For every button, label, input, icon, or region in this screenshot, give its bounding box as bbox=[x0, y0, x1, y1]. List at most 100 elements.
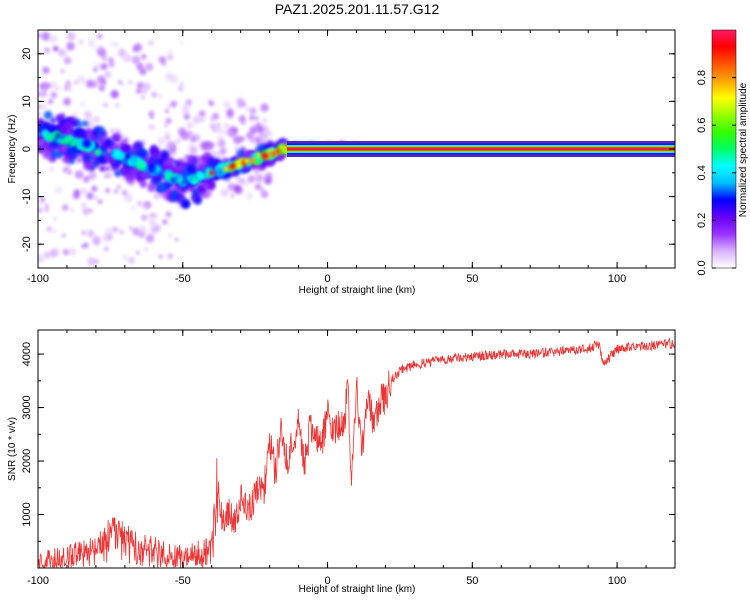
spectral-blob bbox=[100, 134, 107, 142]
spectral-blob bbox=[184, 114, 190, 120]
spectral-blob bbox=[259, 134, 269, 144]
spectral-blob bbox=[196, 157, 204, 165]
spectral-blob bbox=[226, 108, 235, 117]
spectral-blob bbox=[164, 130, 170, 136]
spectral-blob bbox=[165, 211, 172, 218]
spectral-blob bbox=[48, 99, 54, 105]
spectral-blob bbox=[64, 84, 73, 92]
spectral-blob bbox=[50, 91, 58, 99]
spectral-amplitude-cells bbox=[38, 31, 675, 267]
spectral-blob bbox=[219, 147, 227, 155]
spectral-blob bbox=[145, 154, 150, 160]
spectral-blob bbox=[78, 130, 88, 141]
spectral-blob bbox=[87, 257, 97, 267]
spectral-blob bbox=[122, 158, 129, 165]
spectral-blob bbox=[97, 199, 103, 205]
spectral-blob bbox=[98, 84, 106, 92]
spectral-blob bbox=[64, 54, 69, 59]
spectral-blob bbox=[165, 141, 175, 151]
spectral-blob bbox=[103, 246, 109, 252]
spectral-blob bbox=[91, 185, 98, 192]
y-tick-label: 4000 bbox=[21, 342, 33, 366]
spectral-blob bbox=[192, 188, 200, 195]
spectral-blob bbox=[110, 41, 115, 46]
snr-x-ticks: -100 -50 0 50 100 bbox=[27, 330, 676, 587]
spectral-blob bbox=[68, 118, 76, 125]
spectral-blob bbox=[254, 122, 262, 130]
spectral-blob bbox=[114, 189, 118, 194]
spectral-blob bbox=[105, 227, 114, 236]
spectral-blob bbox=[198, 110, 206, 118]
spectral-blob bbox=[61, 233, 66, 238]
spectral-blob bbox=[122, 166, 133, 177]
spectral-blob bbox=[108, 57, 114, 63]
spectral-blob bbox=[148, 124, 153, 129]
spectral-blob bbox=[83, 110, 92, 119]
spectral-blob bbox=[262, 118, 267, 123]
spectral-blob bbox=[53, 217, 57, 221]
spectral-blob bbox=[141, 54, 147, 60]
spectral-blob bbox=[48, 34, 58, 44]
colorbar-label: Normalized spectral amplitude bbox=[738, 82, 749, 217]
spectral-blob bbox=[106, 172, 113, 179]
spectral-blob bbox=[114, 102, 120, 108]
spectral-blob bbox=[164, 134, 171, 141]
spectral-blob bbox=[249, 126, 258, 135]
spectral-blob bbox=[144, 247, 148, 251]
spectral-blob bbox=[86, 192, 94, 200]
spectral-blob bbox=[220, 188, 229, 197]
x-tick-label: 100 bbox=[608, 273, 626, 285]
spectral-blob bbox=[102, 151, 107, 156]
spectral-blob bbox=[44, 207, 49, 212]
spectral-blob bbox=[69, 248, 77, 256]
spectral-blob bbox=[245, 131, 254, 140]
x-tick-label: 100 bbox=[608, 575, 626, 587]
spectral-blob bbox=[143, 91, 147, 95]
spectral-blob bbox=[279, 145, 285, 150]
snr-x-axis-label: Height of straight line (km) bbox=[299, 584, 416, 595]
spectral-blob bbox=[223, 128, 229, 135]
spectral-blob bbox=[65, 80, 71, 86]
spectral-blob bbox=[113, 42, 119, 48]
spectral-blob bbox=[43, 251, 52, 259]
spectral-blob bbox=[186, 154, 197, 164]
spectral-blob bbox=[239, 136, 245, 142]
spectral-blob bbox=[148, 110, 155, 117]
spectral-blob bbox=[262, 152, 269, 160]
spectral-blob bbox=[199, 141, 209, 150]
spectral-blob bbox=[177, 178, 183, 184]
spectrogram-x-ticks: -100 -50 0 50 100 bbox=[27, 30, 676, 285]
spectral-blob bbox=[82, 207, 90, 215]
spectral-blob bbox=[238, 115, 246, 123]
spectral-blob bbox=[127, 79, 133, 85]
colorbar-ticks: 0.0 0.2 0.4 0.6 0.8 bbox=[696, 70, 736, 276]
spectral-blob bbox=[94, 195, 99, 200]
x-tick-label: 0 bbox=[324, 273, 330, 285]
spectral-blob bbox=[230, 193, 235, 198]
spectral-blob bbox=[174, 238, 179, 242]
spectral-blob bbox=[179, 40, 184, 45]
spectral-blob bbox=[235, 176, 241, 182]
spectral-blob bbox=[113, 150, 123, 160]
spectral-blob bbox=[136, 200, 143, 207]
spectral-blob bbox=[119, 230, 124, 234]
spectral-blob bbox=[102, 56, 107, 62]
spectral-blob bbox=[74, 80, 78, 84]
spectrogram-y-axis-label: Frequency (Hz) bbox=[7, 115, 18, 184]
spectral-blob bbox=[249, 114, 255, 120]
snr-y-axis-label: SNR (10 * v/v) bbox=[7, 417, 18, 481]
spectral-blob bbox=[73, 111, 77, 116]
spectral-blob bbox=[192, 133, 201, 142]
spectral-blob bbox=[49, 81, 57, 89]
x-tick-label: 50 bbox=[466, 575, 478, 587]
colorbar-tick-label: 0.6 bbox=[696, 118, 708, 133]
spectral-blob bbox=[124, 153, 131, 160]
spectral-blob bbox=[38, 138, 45, 146]
spectral-blob bbox=[96, 126, 106, 135]
spectral-blob bbox=[122, 254, 128, 261]
spectral-blob bbox=[215, 126, 223, 134]
spectral-blob bbox=[80, 101, 86, 108]
spectral-blob bbox=[141, 214, 148, 221]
